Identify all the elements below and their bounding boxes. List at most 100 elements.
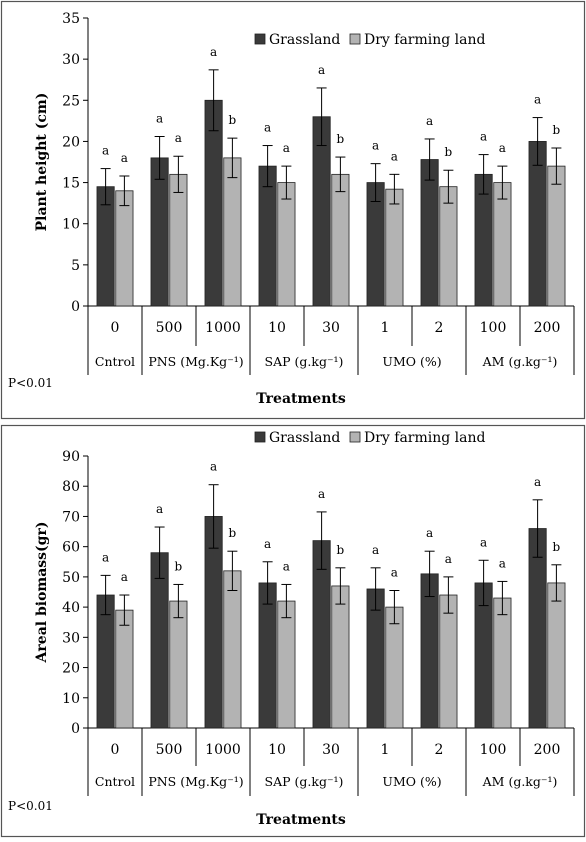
x-tick-label: 100	[480, 320, 507, 336]
bar-dry-farming	[385, 606, 404, 729]
y-tick-label: 60	[62, 540, 80, 556]
x-tick-label: 10	[268, 742, 286, 758]
significance-letter: a	[318, 63, 325, 77]
group-label: SAP (g.kg⁻¹)	[265, 354, 344, 369]
bar-grassland	[528, 528, 547, 729]
legend-label: Grassland	[269, 32, 340, 48]
legend-label: Dry farming land	[364, 32, 486, 48]
bar-dry-farming	[331, 585, 350, 729]
x-tick-label: 500	[156, 320, 183, 336]
y-tick-label: 30	[62, 630, 80, 646]
x-tick-label: 200	[534, 742, 561, 758]
significance-letter: a	[264, 537, 271, 551]
x-tick-label: 10	[268, 320, 286, 336]
y-tick-label: 0	[71, 721, 80, 737]
p-value-note: P<0.01	[8, 799, 53, 813]
y-tick-label: 70	[62, 509, 80, 525]
significance-letter: a	[156, 111, 163, 125]
x-axis-title: Treatments	[256, 391, 346, 407]
significance-letter: a	[121, 570, 128, 584]
x-tick-label: 0	[111, 320, 120, 336]
significance-letter: a	[372, 543, 379, 557]
areal-biomass-chart-svg: 0 10 20 30 40 50 60 70 80 90 Areal biomass(gr) 0 500…	[0, 424, 586, 838]
group-label: AM (g.kg⁻¹)	[482, 774, 558, 789]
plant-height-chart-svg: 0 5 10 15 20 25 30 35 Plant height (cm) 0 500 1000 1…	[0, 0, 586, 420]
legend-swatch	[254, 431, 266, 443]
significance-letter: b	[337, 132, 345, 146]
bar-dry-farming	[493, 182, 512, 307]
significance-letter: a	[534, 93, 541, 107]
bar-dry-farming	[331, 173, 350, 307]
legend-swatch	[349, 33, 361, 45]
significance-letter: a	[426, 114, 433, 128]
x-tick-label: 500	[156, 742, 183, 758]
group-label: PNS (Mg.Kg⁻¹)	[148, 354, 243, 369]
y-tick-label: 35	[62, 11, 80, 27]
bar-dry-farming	[277, 600, 296, 729]
x-tick-label: 1000	[205, 320, 241, 336]
chart-frame	[0, 0, 586, 420]
legend-label: Grassland	[269, 430, 340, 446]
significance-letter: a	[534, 475, 541, 489]
significance-letter: a	[264, 121, 271, 135]
x-tick-label: 2	[435, 320, 444, 336]
significance-letter: a	[499, 141, 506, 155]
significance-letter: b	[553, 540, 561, 554]
y-axis-title: Plant height (cm)	[34, 93, 50, 232]
bar-dry-farming	[439, 186, 458, 307]
x-tick-label: 1	[381, 742, 390, 758]
significance-letter: b	[337, 543, 345, 557]
significance-letter: a	[210, 45, 217, 59]
x-tick-label: 200	[534, 320, 561, 336]
y-tick-label: 20	[62, 134, 80, 150]
group-label: Cntrol	[95, 774, 135, 789]
significance-letter: a	[499, 556, 506, 570]
significance-letter: a	[391, 565, 398, 579]
group-label: UMO (%)	[382, 354, 441, 369]
plant-height-chart: 0 5 10 15 20 25 30 35 Plant height (cm) 0 500 1000 1…	[0, 0, 586, 420]
bar-dry-farming	[169, 600, 188, 729]
y-tick-label: 10	[62, 217, 80, 233]
significance-letter: a	[391, 149, 398, 163]
legend-label: Dry farming land	[364, 430, 486, 446]
bar-dry-farming	[277, 182, 296, 307]
y-axis-title: Areal biomass(gr)	[34, 522, 50, 664]
significance-letter: a	[318, 487, 325, 501]
significance-letter: a	[283, 141, 290, 155]
y-tick-label: 50	[62, 570, 80, 586]
bar-dry-farming	[439, 594, 458, 729]
bar-grassland	[150, 552, 169, 729]
bar-dry-farming	[223, 157, 242, 307]
significance-letter: a	[102, 550, 109, 564]
group-label: SAP (g.kg⁻¹)	[265, 774, 344, 789]
y-tick-label: 40	[62, 600, 80, 616]
x-axis-title: Treatments	[256, 812, 346, 828]
group-label: UMO (%)	[382, 774, 441, 789]
areal-biomass-chart: 0 10 20 30 40 50 60 70 80 90 Areal biomass(gr) 0 500…	[0, 424, 586, 838]
bar-grassland	[528, 141, 547, 307]
y-tick-label: 80	[62, 479, 80, 495]
significance-letter: a	[445, 552, 452, 566]
legend-swatch	[254, 33, 266, 45]
bar-grassland	[150, 157, 169, 307]
x-tick-label: 1000	[205, 742, 241, 758]
significance-letter: b	[175, 559, 183, 573]
y-tick-label: 25	[62, 93, 80, 109]
y-tick-label: 15	[62, 176, 80, 192]
y-tick-label: 0	[71, 299, 80, 315]
bar-dry-farming	[547, 582, 566, 729]
y-tick-label: 30	[62, 52, 80, 68]
significance-letter: a	[210, 460, 217, 474]
bar-grassland	[258, 582, 277, 729]
significance-letter: b	[229, 113, 237, 127]
y-tick-label: 5	[71, 258, 80, 274]
x-tick-label: 30	[322, 742, 340, 758]
x-tick-label: 0	[111, 742, 120, 758]
significance-letter: a	[121, 151, 128, 165]
legend-swatch	[349, 431, 361, 443]
bar-dry-farming	[385, 188, 404, 307]
significance-letter: a	[102, 144, 109, 158]
significance-letter: a	[175, 131, 182, 145]
p-value-note: P<0.01	[8, 376, 53, 390]
x-tick-label: 1	[381, 320, 390, 336]
